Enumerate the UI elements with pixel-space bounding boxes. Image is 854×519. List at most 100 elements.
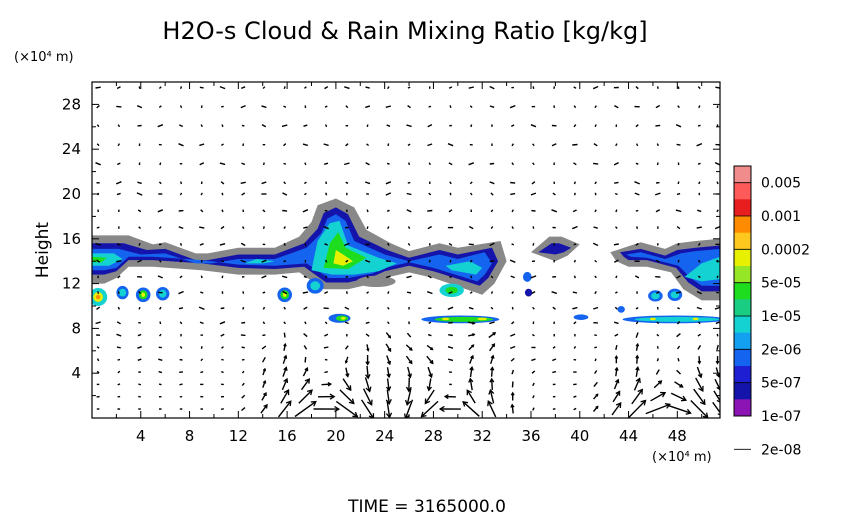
wind-vector <box>385 343 392 352</box>
wind-vector-head <box>640 399 647 406</box>
wind-vector <box>714 162 720 166</box>
wind-vector <box>573 275 576 279</box>
contour-region <box>92 253 123 266</box>
wind-vector-head <box>405 386 412 393</box>
x-tick-label: 48 <box>668 427 687 445</box>
wind-vector <box>339 389 355 405</box>
wind-vector <box>200 275 203 279</box>
wind-vector <box>406 209 412 213</box>
wind-vector <box>117 162 121 166</box>
wind-vector-head <box>344 360 348 364</box>
wind-vector-head <box>334 405 341 413</box>
wind-vector <box>366 275 369 279</box>
y-tick-label: 28 <box>62 95 81 113</box>
wind-vector <box>594 181 597 185</box>
wind-vector <box>344 345 349 350</box>
wind-vector <box>323 346 329 349</box>
wind-vector <box>283 226 286 230</box>
y-tick-label: 8 <box>71 319 81 337</box>
wind-vector <box>677 358 680 362</box>
wind-vector <box>199 321 204 325</box>
wind-vector-head <box>385 386 392 392</box>
wind-vector <box>593 143 598 147</box>
wind-vector <box>385 192 392 196</box>
wind-vector <box>510 333 516 337</box>
wind-vector <box>573 345 577 349</box>
wind-vector <box>240 242 246 247</box>
wind-vector <box>635 209 639 212</box>
y-tick-label: 20 <box>62 185 81 203</box>
wind-vector <box>241 321 246 324</box>
y-tick-label: 16 <box>62 230 81 248</box>
wind-vector-head <box>470 354 474 359</box>
wind-vector-head <box>420 411 427 418</box>
wind-vector <box>138 226 141 229</box>
wind-vector-head <box>409 347 413 351</box>
wind-vector-head <box>386 360 392 366</box>
wind-vector <box>552 192 556 196</box>
colorbar-swatch <box>734 332 751 350</box>
wind-vector <box>324 124 328 128</box>
colorbar-swatch <box>734 316 751 333</box>
wind-vector <box>157 124 164 128</box>
wind-vector <box>552 346 556 349</box>
wind-vector <box>325 192 328 196</box>
wind-vector-head <box>491 343 496 348</box>
wind-vector <box>344 86 350 90</box>
wind-vector <box>220 307 225 310</box>
wind-vector <box>220 225 225 230</box>
wind-vector <box>511 209 514 213</box>
wind-vector <box>325 259 328 263</box>
x-tick-label: 8 <box>185 427 195 445</box>
wind-vector <box>158 105 162 109</box>
wind-vector <box>386 355 391 365</box>
wind-vector <box>532 306 535 310</box>
wind-vector-head <box>615 390 621 396</box>
wind-vector <box>469 291 473 294</box>
wind-vector <box>448 242 453 246</box>
wind-vector <box>387 242 390 246</box>
wind-vector-head <box>426 386 432 392</box>
wind-vector <box>158 333 162 337</box>
wind-vector <box>468 306 474 310</box>
wind-vector <box>283 86 286 90</box>
wind-vector <box>386 400 391 418</box>
wind-vector <box>282 367 287 377</box>
wind-vector <box>510 275 515 279</box>
wind-vector <box>594 275 597 279</box>
wind-vector <box>447 306 454 310</box>
wind-vector <box>697 345 702 350</box>
wind-vector <box>421 400 439 418</box>
wind-vector-head <box>615 401 622 409</box>
wind-vector <box>676 333 681 338</box>
wind-vector <box>466 389 476 404</box>
wind-vector <box>366 291 370 294</box>
wind-vector-head <box>283 354 288 359</box>
wind-vector <box>283 242 286 246</box>
wind-vector <box>96 370 100 374</box>
wind-vector <box>697 242 701 246</box>
wind-vector-head <box>368 413 375 418</box>
wind-vector <box>221 370 224 374</box>
wind-vector <box>200 291 204 294</box>
colorbar-label: 5e-05 <box>761 276 801 292</box>
wind-vector <box>594 192 597 196</box>
x-tick-label: 12 <box>229 427 248 445</box>
wind-vector <box>468 162 475 166</box>
wind-vector <box>489 85 495 90</box>
wind-vector <box>594 346 597 349</box>
wind-vector <box>138 243 141 246</box>
contour-region <box>684 256 720 282</box>
wind-vector <box>676 345 681 350</box>
wind-vector <box>304 162 307 166</box>
wind-vector <box>303 275 307 279</box>
contour-blob <box>340 317 346 320</box>
wind-vector <box>572 291 578 294</box>
wind-vector <box>594 105 597 109</box>
wind-vector <box>366 306 369 310</box>
wind-vector <box>470 124 473 128</box>
wind-vector-head <box>487 400 493 407</box>
wind-vector-head <box>471 344 475 348</box>
wind-vector <box>262 334 266 337</box>
wind-vector-head <box>697 360 702 365</box>
